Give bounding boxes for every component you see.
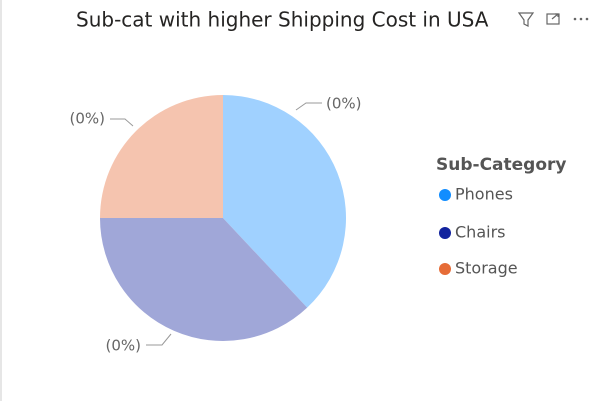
pie-slice [99, 218, 308, 341]
focus-icon[interactable] [546, 13, 560, 25]
data-label: (0%) [326, 95, 362, 113]
legend-label: Phones [455, 185, 513, 204]
legend-swatch [439, 227, 451, 239]
legend-label: Storage [455, 259, 518, 278]
filter-icon[interactable] [517, 12, 535, 27]
legend-title: Sub-Category [436, 155, 567, 175]
leader-line [295, 102, 322, 111]
data-label: (0%) [105, 337, 141, 355]
pie-slice [100, 95, 223, 218]
legend-label: Chairs [455, 223, 505, 242]
leader-line [146, 333, 172, 346]
more-icon[interactable] [573, 17, 589, 21]
data-label: (0%) [69, 110, 105, 128]
pie-slice [223, 95, 346, 308]
legend-swatch [439, 189, 451, 201]
chart-title: Sub-cat with higher Shipping Cost in USA [76, 8, 489, 32]
leader-line [110, 118, 134, 127]
legend-swatch [439, 263, 451, 275]
